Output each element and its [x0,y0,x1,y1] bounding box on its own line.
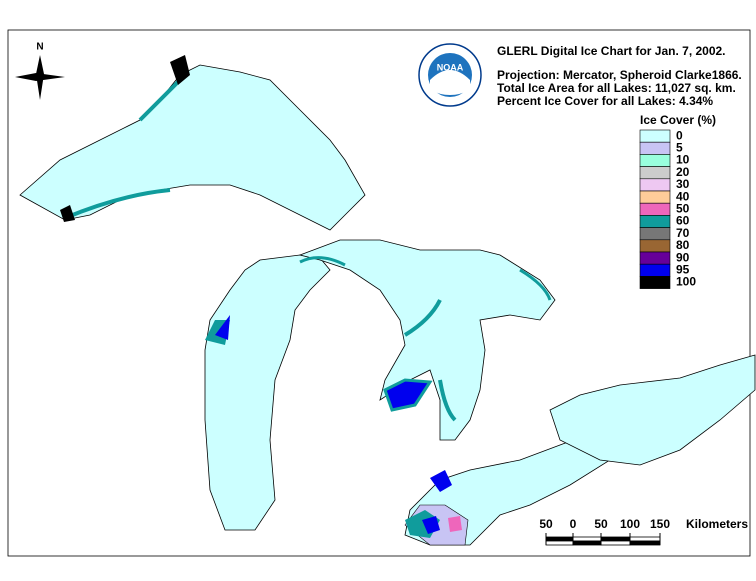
legend-label: 80 [676,238,690,252]
ice-patch [215,315,230,340]
logo-text: NOAA [437,62,464,72]
ice-patch [430,470,452,492]
scale-segment [629,536,661,542]
lake-michigan [204,254,331,531]
ice-patch [60,205,75,222]
scale-label: 50 [594,517,608,531]
scale-bar: Kilometers 50 0 50 100 150 [539,517,748,546]
legend-label: 10 [676,153,690,167]
ice-patch [299,256,552,301]
legend-swatch [639,154,671,167]
legend-label: 50 [676,201,690,215]
scale-segment [600,536,631,542]
header: GLERL Digital Ice Chart for Jan. 7, 2002… [497,44,742,108]
percent-cover: Percent Ice Cover for all Lakes: 4.34% [497,94,713,108]
ice-patch [403,299,457,422]
scale-label: 50 [539,517,553,531]
scale-label: 150 [650,517,670,531]
legend-swatch [639,239,671,253]
legend-label: 0 [676,128,683,142]
scale-segment [600,540,631,546]
legend-swatch [639,129,671,143]
total-area: Total Ice Area for all Lakes: 11,027 sq.… [497,81,736,95]
lakes [19,64,756,546]
scale-label: 100 [620,517,640,531]
legend-label: 5 [676,140,683,154]
scale-unit: Kilometers [686,517,748,531]
logo-bird [430,70,470,95]
ice-patch [448,516,462,532]
legend-label: 20 [676,165,690,179]
legend-label: 70 [676,226,690,240]
legend-swatch [639,251,671,265]
legend-label: 60 [676,214,690,228]
legend-swatch [639,215,671,228]
ice-patch [64,188,171,220]
lake-ontario [549,354,756,466]
legend-swatch [639,141,671,155]
ice-patch [422,516,440,534]
legend-label: 40 [676,189,690,203]
scale-segment [545,536,574,542]
ice-patch [170,55,190,85]
scale-segment [572,536,602,542]
legend-swatch [639,276,671,289]
legend-swatch [639,227,671,241]
projection: Projection: Mercator, Spheroid Clarke186… [497,68,742,82]
map-frame [7,29,751,557]
noaa-logo: NOAA [418,43,482,107]
scale-segment [572,540,602,546]
scale-segment [545,540,574,546]
legend-label: 100 [676,275,696,289]
legend-label: 90 [676,250,690,264]
ice-patches [60,55,552,546]
ice-patch [383,378,433,412]
legend-title: Ice Cover (%) [640,113,716,127]
legend-swatch [639,202,671,216]
north-arrow: N [15,42,65,100]
legend-label: 30 [676,177,690,191]
north-label: N [36,42,43,53]
legend-swatch [639,190,671,204]
legend-swatch [639,178,671,192]
arrow-ew [15,73,65,81]
scale-segment [629,540,661,546]
legend-swatch [639,263,671,277]
title: GLERL Digital Ice Chart for Jan. 7, 2002… [497,44,726,58]
legend-swatch [639,166,671,180]
legend-label: 95 [676,262,690,276]
scale-label: 0 [570,517,577,531]
lake-huron [298,239,556,441]
